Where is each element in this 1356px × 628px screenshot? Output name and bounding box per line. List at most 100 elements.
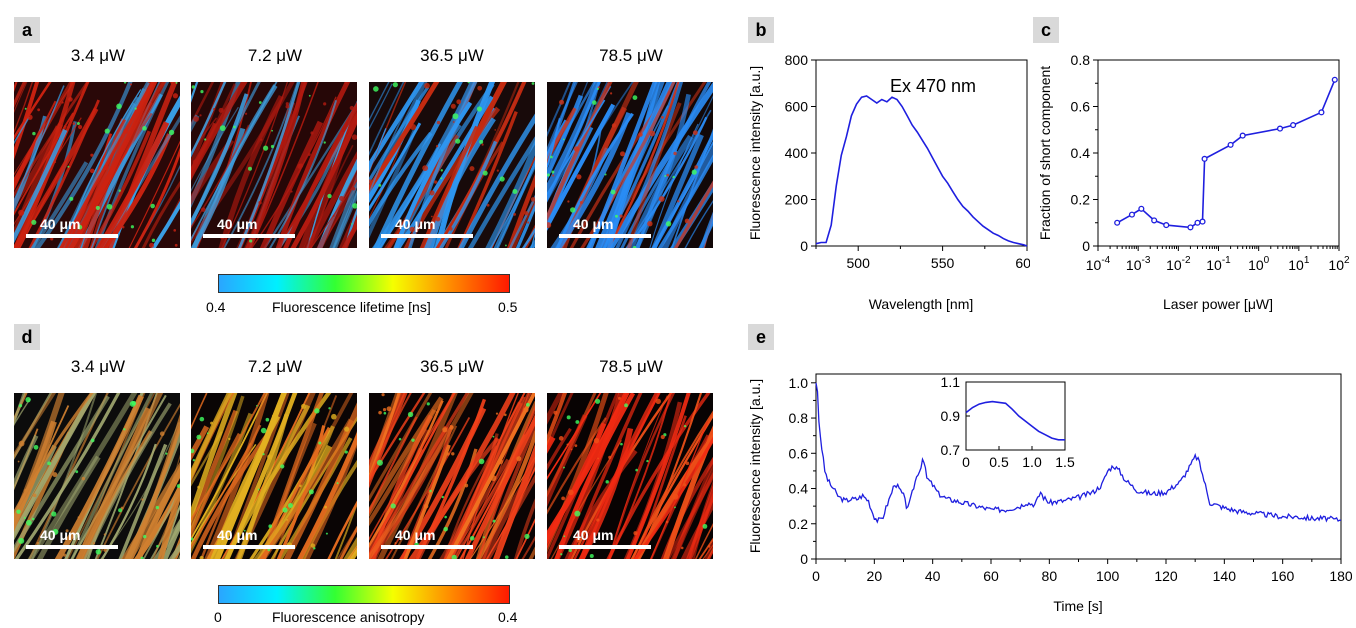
lifetime-colorbar [218,274,510,293]
panel-label-b: b [748,17,774,43]
colorbar-max: 0.5 [498,299,518,315]
y-tick-label: 600 [785,99,809,115]
y-tick-label: 200 [785,192,809,208]
scale-label: 40 μm [395,216,436,232]
x-tick-label: 140 [1213,568,1237,584]
lifetime-image: 40 μm [14,82,180,248]
micrograph-texture [369,82,535,248]
y-axis-label: Fraction of short component [1037,66,1053,240]
data-point [1138,205,1145,212]
lifetime-image: 40 μm [191,82,357,248]
x-tick-label: 180 [1329,568,1352,584]
data-point [1194,219,1201,226]
y-tick-label: 0 [800,238,808,254]
data-point [1151,217,1158,224]
scale-bar [203,545,295,549]
scale-bar [203,234,295,238]
image-title: 3.4 μW [70,357,126,376]
short-fraction-chart: 10-4 10-3 10-2 10-1 100 101 102 0 0.2 0.4 0.6 0.8 L… [1037,52,1350,312]
y-tick-label: 800 [785,52,809,68]
image-title: 3.4 μW [70,46,126,65]
scale-label: 40 μm [217,216,258,232]
scale-label: 40 μm [217,527,258,543]
data-point [1331,76,1338,83]
x-tick-label: 20 [867,568,883,584]
micrograph-texture [191,82,357,248]
colorbar-min: 0.4 [206,299,226,315]
y-tick-label: 0 [800,551,808,567]
x-tick-label: 600 [1015,255,1030,271]
image-title: 78.5 μW [599,46,663,65]
x-tick-label: 160 [1271,568,1295,584]
y-tick-label: 0.2 [1071,192,1091,208]
photobleaching-chart: 0 20 40 60 80 100 120 140 160 180 0 0.2 0.4 0.6 0.8 1.0… [747,373,1352,614]
x-tick-label: 550 [931,255,955,271]
data-point [1318,109,1325,116]
colorbar-label: Fluorescence lifetime [ns] [272,299,431,315]
y-tick-label: 0.8 [789,410,809,426]
micrograph-texture [14,393,180,559]
data-point [1227,141,1234,148]
scale-bar [381,234,473,238]
x-tick-label: 101 [1288,255,1310,273]
intensity-trace [815,382,1342,524]
x-tick-label: 0 [812,568,820,584]
inset-trace [965,400,1065,441]
inset-y-tick-label: 1.1 [941,374,961,390]
data-point [1163,222,1170,229]
micrograph-texture [547,82,713,248]
inset-frame [965,381,1066,451]
y-axis-label: Fluorescence intensity [a.u.] [747,379,763,553]
colorbar-label: Fluorescence anisotropy [272,609,425,625]
y-tick-label: 0.2 [789,516,809,532]
colorbar-max: 0.4 [498,609,518,625]
x-tick-label: 10-2 [1166,255,1191,273]
inset-y-tick-label: 0.7 [941,442,961,458]
x-tick-label: 100 [1248,255,1270,273]
x-tick-label: 10-1 [1206,255,1231,273]
x-tick-label: 80 [1042,568,1058,584]
x-axis-label: Time [s] [1053,598,1102,614]
scale-bar [26,545,118,549]
inset-x-tick-label: 1.5 [1055,454,1075,470]
x-tick-label: 40 [925,568,941,584]
scale-bar [381,545,473,549]
y-tick-label: 0.4 [789,481,809,497]
scale-label: 40 μm [40,527,81,543]
micrograph-texture [14,82,180,248]
data-point [1199,218,1206,225]
spectrum-line [815,95,1028,247]
scale-bar [559,545,651,549]
y-tick-label: 1.0 [789,375,809,391]
data-point [1114,219,1121,226]
panel-label-d: d [14,324,40,350]
x-tick-label: 120 [1154,568,1178,584]
micrograph-texture [547,393,713,559]
x-tick-label: 10-3 [1126,255,1151,273]
x-axis-label: Wavelength [nm] [869,296,974,312]
x-tick-label: 60 [983,568,999,584]
lifetime-image: 40 μm [547,82,713,248]
panel-label-c: c [1033,17,1059,43]
anisotropy-image: 40 μm [547,393,713,559]
anisotropy-image: 40 μm [369,393,535,559]
y-tick-label: 0.6 [789,445,809,461]
excitation-annotation: Ex 470 nm [890,76,976,96]
data-point [1239,132,1246,139]
y-tick-label: 400 [785,145,809,161]
image-title: 7.2 μW [247,46,303,65]
panel-label-e: e [748,324,774,350]
x-tick-label: 10-4 [1086,255,1111,273]
scale-bar [26,234,118,238]
lifetime-image: 40 μm [369,82,535,248]
image-title: 36.5 μW [420,46,484,65]
micrograph-texture [369,393,535,559]
data-point [1128,211,1135,218]
panel-label-a: a [14,17,40,43]
anisotropy-image: 40 μm [191,393,357,559]
image-title: 78.5 μW [599,357,663,376]
data-point [1276,125,1284,132]
inset-x-tick-label: 0.5 [989,454,1009,470]
data-point [1201,155,1208,162]
anisotropy-image: 40 μm [14,393,180,559]
